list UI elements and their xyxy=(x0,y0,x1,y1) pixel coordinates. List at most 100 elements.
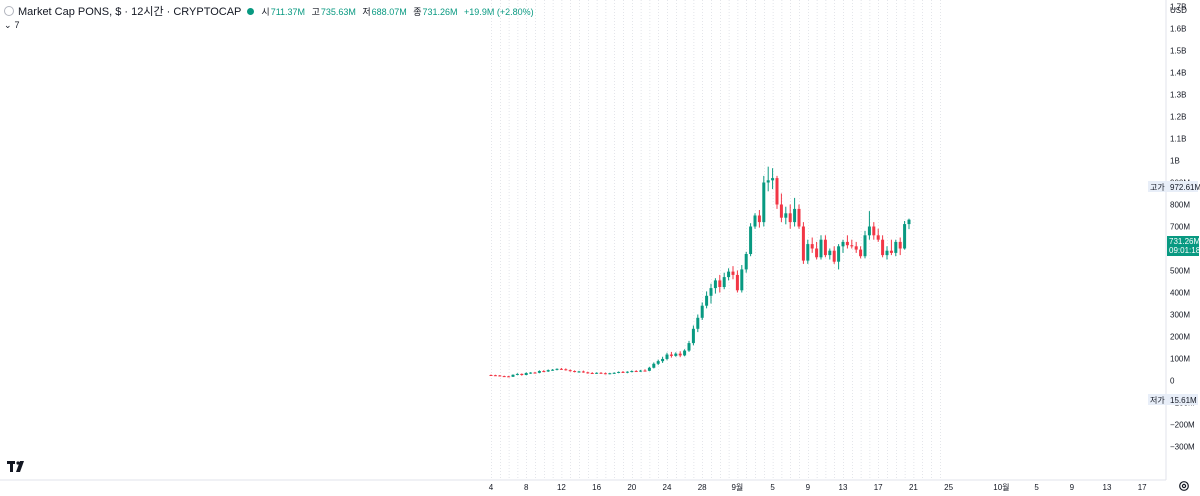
candle-body xyxy=(555,368,559,370)
candle-body xyxy=(647,367,651,371)
price-tick-label: 500M xyxy=(1170,267,1190,276)
candle-body xyxy=(735,274,739,291)
candle-body xyxy=(669,354,673,356)
low-label: 저 xyxy=(362,6,371,17)
high-label: 고 xyxy=(311,6,320,17)
candle-body xyxy=(498,375,502,377)
time-tick-label: 16 xyxy=(592,483,601,492)
change-value: +19.9M (+2.80%) xyxy=(464,6,534,17)
candle-body xyxy=(621,371,625,373)
candle-body xyxy=(841,241,845,247)
candle-body xyxy=(625,371,629,373)
candle-body xyxy=(876,235,880,240)
time-tick-label: 8 xyxy=(524,483,529,492)
candle-body xyxy=(639,370,643,372)
price-axis-ticks: 1.7B1.6B1.5B1.4B1.3B1.2B1.1B1B900M800M70… xyxy=(1170,3,1195,452)
candle-body xyxy=(630,371,634,373)
price-tick-label: 1B xyxy=(1170,157,1180,166)
close-label: 종 xyxy=(413,6,422,17)
high-tag-value-box xyxy=(1168,181,1198,192)
candle-body xyxy=(559,368,563,370)
countdown-value: 09:01:18 xyxy=(1169,246,1200,255)
high-tag-value: 972.61M xyxy=(1170,183,1200,192)
candle-body xyxy=(718,280,722,287)
candle-body xyxy=(766,180,770,183)
time-tick-label: 28 xyxy=(698,483,707,492)
candle-body xyxy=(744,254,748,270)
chevron-down-icon: ⌄ xyxy=(4,19,12,30)
price-tick-label: 1.6B xyxy=(1170,25,1186,34)
close-value: 731.26M xyxy=(422,6,458,17)
candle-body xyxy=(832,250,836,262)
high-tag-label: 고가 xyxy=(1150,183,1165,192)
candle-body xyxy=(740,269,744,291)
vertical-gridlines xyxy=(491,0,941,480)
price-tick-label: 1.3B xyxy=(1170,91,1186,100)
candle-body xyxy=(586,372,590,374)
time-axis-ticks: 4 8 12 16 20 24 28 9월 5 9 13 17 21 25 10월 5 9 13 17 xyxy=(489,482,1147,492)
candle-body xyxy=(515,373,519,375)
candle-body xyxy=(529,372,533,374)
candle-body xyxy=(806,244,810,261)
candle-body xyxy=(784,213,788,218)
candle-body xyxy=(859,249,863,257)
currency-label[interactable]: USD xyxy=(1170,6,1187,15)
candle-body xyxy=(788,213,792,223)
candle-body xyxy=(810,244,814,249)
price-tick-label: 200M xyxy=(1170,333,1190,342)
time-tick-label: 13 xyxy=(1103,483,1112,492)
candle-body xyxy=(863,235,867,257)
high-value: 735.63M xyxy=(320,6,356,17)
candle-body xyxy=(889,250,893,253)
candle-body xyxy=(683,350,687,356)
price-tick-label: −300M xyxy=(1170,443,1195,452)
candle-body xyxy=(775,178,779,205)
candle-body xyxy=(793,208,797,223)
candle-body xyxy=(705,295,709,306)
symbol-title[interactable]: Market Cap PONS, $ · 12시간 · CRYPTOCAP xyxy=(18,6,242,18)
candle-body xyxy=(762,182,766,223)
price-tick-label: −200M xyxy=(1170,421,1195,430)
high-tag-box xyxy=(1148,181,1168,192)
candle-body xyxy=(828,250,832,256)
candle-body xyxy=(722,277,726,287)
gear-icon[interactable] xyxy=(1178,480,1190,492)
candle-body xyxy=(727,271,731,278)
tradingview-logo-icon[interactable] xyxy=(7,461,27,473)
candle-body xyxy=(502,376,506,378)
candle-body xyxy=(903,224,907,249)
candle-body xyxy=(837,246,841,262)
candle-body xyxy=(709,288,713,296)
time-tick-label: 17 xyxy=(874,483,883,492)
price-tick-label: 1.1B xyxy=(1170,135,1186,144)
candle-body xyxy=(687,343,691,351)
candle-body xyxy=(511,374,515,377)
candle-body xyxy=(801,226,805,261)
candle-body xyxy=(753,215,757,227)
candle-body xyxy=(771,178,775,181)
symbol-legend[interactable]: Market Cap PONS, $ · 12시간 · CRYPTOCAP 시7… xyxy=(4,3,538,19)
price-tick-label: 1.5B xyxy=(1170,47,1186,56)
last-price-tag xyxy=(1167,236,1199,256)
low-tag-box xyxy=(1148,394,1168,405)
time-tick-label: 12 xyxy=(557,483,566,492)
time-tick-label: 13 xyxy=(839,483,848,492)
candle-body xyxy=(885,250,889,256)
candle-body xyxy=(643,370,647,372)
candle-body xyxy=(665,354,669,359)
symbol-logo-icon xyxy=(4,6,14,16)
candle-body xyxy=(898,241,902,249)
candle-body xyxy=(546,370,550,372)
candle-body xyxy=(564,369,568,371)
candle-body xyxy=(577,371,581,373)
time-tick-label: 25 xyxy=(944,483,953,492)
candle-body xyxy=(854,246,858,250)
price-tick-label: 400M xyxy=(1170,289,1190,298)
last-price-value: 731.26M xyxy=(1169,237,1200,246)
price-tags: 고가 972.61M 저가 15.61M 731.26M 09:01:18 xyxy=(1148,181,1200,405)
low-tag-value: 15.61M xyxy=(1170,396,1197,405)
candle-body xyxy=(819,239,823,258)
indicators-toggle-button[interactable]: ⌄ 7 xyxy=(4,19,20,31)
candle-body xyxy=(617,371,621,373)
